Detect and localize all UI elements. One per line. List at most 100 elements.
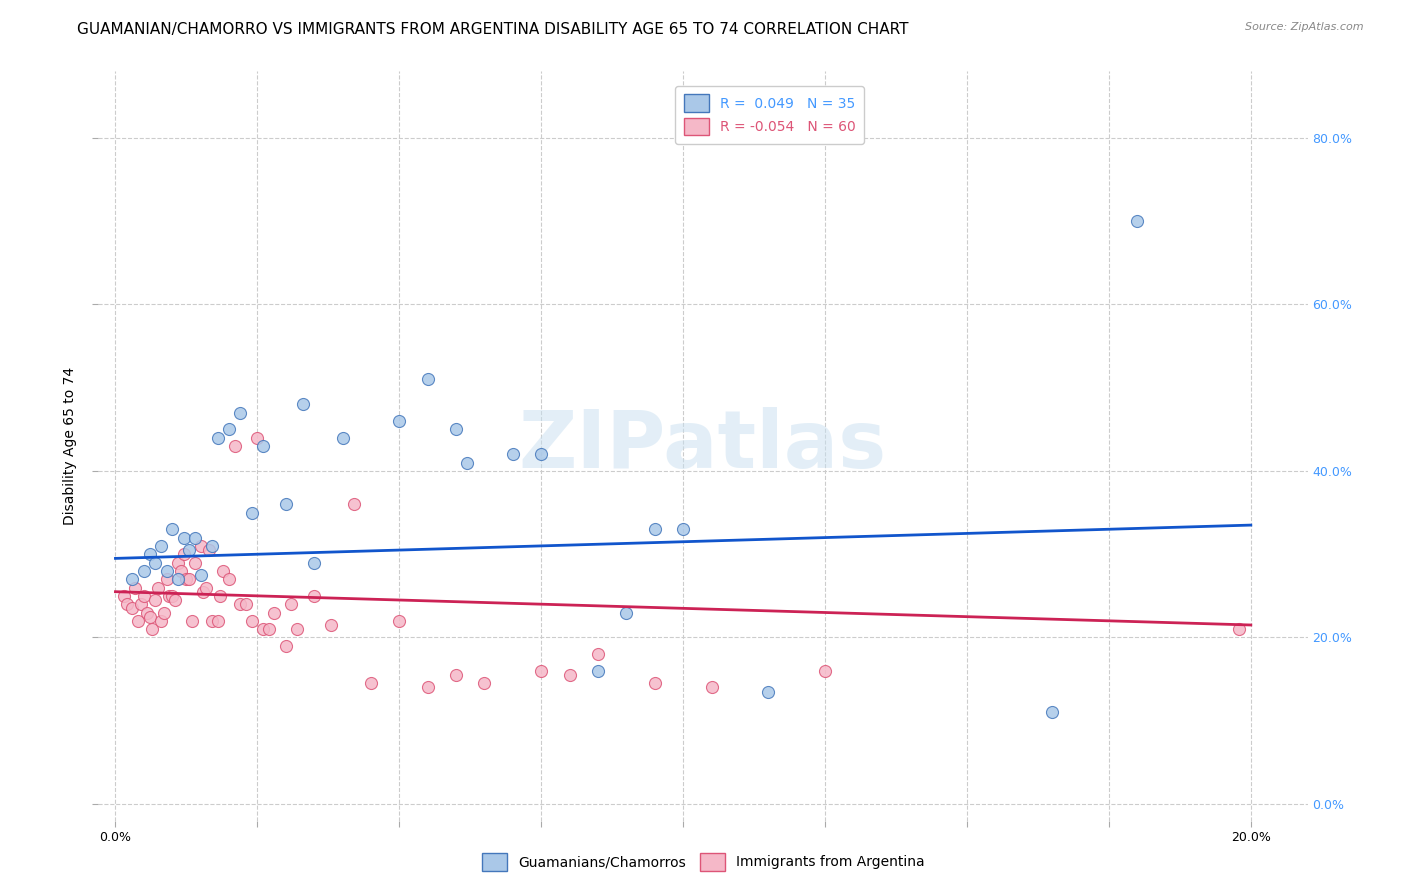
Point bbox=[173, 547, 195, 561]
Point bbox=[252, 622, 274, 636]
Text: ZIPatlas: ZIPatlas bbox=[519, 407, 887, 485]
Point bbox=[135, 606, 157, 620]
Point bbox=[152, 606, 174, 620]
Point bbox=[160, 522, 183, 536]
Point bbox=[416, 681, 439, 695]
Text: Source: ZipAtlas.com: Source: ZipAtlas.com bbox=[1246, 22, 1364, 32]
Point bbox=[1126, 214, 1149, 228]
Point bbox=[124, 581, 146, 595]
Point bbox=[302, 589, 325, 603]
Point bbox=[201, 539, 224, 553]
Point bbox=[321, 618, 343, 632]
Point bbox=[195, 581, 218, 595]
Point bbox=[229, 597, 252, 611]
Point bbox=[343, 497, 366, 511]
Point bbox=[644, 522, 666, 536]
Point bbox=[207, 431, 229, 445]
Point bbox=[121, 572, 143, 586]
Point bbox=[530, 447, 553, 461]
Point bbox=[700, 681, 723, 695]
Point bbox=[332, 431, 354, 445]
Point bbox=[190, 539, 212, 553]
Point bbox=[121, 601, 143, 615]
Point bbox=[167, 556, 190, 570]
Point bbox=[193, 584, 215, 599]
Point bbox=[160, 589, 183, 603]
Point bbox=[240, 614, 263, 628]
Point bbox=[132, 564, 155, 578]
Point bbox=[474, 676, 496, 690]
Point bbox=[181, 614, 204, 628]
Point bbox=[586, 664, 609, 678]
Point bbox=[184, 556, 207, 570]
Point bbox=[672, 522, 695, 536]
Point bbox=[280, 597, 302, 611]
Point bbox=[179, 543, 201, 558]
Point bbox=[155, 564, 177, 578]
Point bbox=[170, 564, 193, 578]
Point bbox=[190, 568, 212, 582]
Point bbox=[456, 456, 478, 470]
Y-axis label: Disability Age 65 to 74: Disability Age 65 to 74 bbox=[63, 367, 77, 525]
Point bbox=[291, 397, 314, 411]
Point bbox=[149, 614, 172, 628]
Legend: Guamanians/Chamorros, Immigrants from Argentina: Guamanians/Chamorros, Immigrants from Ar… bbox=[477, 847, 929, 876]
Point bbox=[218, 422, 240, 436]
Point bbox=[143, 593, 166, 607]
Text: GUAMANIAN/CHAMORRO VS IMMIGRANTS FROM ARGENTINA DISABILITY AGE 65 TO 74 CORRELAT: GUAMANIAN/CHAMORRO VS IMMIGRANTS FROM AR… bbox=[77, 22, 908, 37]
Point bbox=[586, 647, 609, 661]
Point bbox=[444, 422, 467, 436]
Point bbox=[614, 606, 637, 620]
Point bbox=[444, 668, 467, 682]
Point bbox=[129, 597, 152, 611]
Legend: R =  0.049   N = 35, R = -0.054   N = 60: R = 0.049 N = 35, R = -0.054 N = 60 bbox=[675, 86, 863, 144]
Point bbox=[229, 406, 252, 420]
Point bbox=[263, 606, 285, 620]
Point bbox=[218, 572, 240, 586]
Point bbox=[176, 572, 198, 586]
Point bbox=[167, 572, 190, 586]
Point bbox=[756, 684, 779, 698]
Point bbox=[112, 589, 135, 603]
Point bbox=[209, 589, 232, 603]
Point bbox=[157, 589, 180, 603]
Point bbox=[285, 622, 308, 636]
Point bbox=[360, 676, 382, 690]
Point bbox=[201, 614, 224, 628]
Point bbox=[257, 622, 280, 636]
Point bbox=[146, 581, 169, 595]
Point bbox=[165, 593, 187, 607]
Point bbox=[207, 614, 229, 628]
Point bbox=[155, 572, 177, 586]
Point bbox=[302, 556, 325, 570]
Point bbox=[416, 372, 439, 386]
Point bbox=[184, 531, 207, 545]
Point bbox=[644, 676, 666, 690]
Point bbox=[198, 543, 221, 558]
Point bbox=[115, 597, 138, 611]
Point bbox=[252, 439, 274, 453]
Point bbox=[240, 506, 263, 520]
Point bbox=[530, 664, 553, 678]
Point bbox=[224, 439, 246, 453]
Point bbox=[127, 614, 149, 628]
Point bbox=[138, 609, 160, 624]
Point bbox=[179, 572, 201, 586]
Point bbox=[558, 668, 581, 682]
Point bbox=[1040, 706, 1063, 720]
Point bbox=[212, 564, 235, 578]
Point bbox=[132, 589, 155, 603]
Point bbox=[149, 539, 172, 553]
Point bbox=[388, 614, 411, 628]
Point bbox=[814, 664, 837, 678]
Point bbox=[246, 431, 269, 445]
Point bbox=[274, 639, 297, 653]
Point bbox=[138, 547, 160, 561]
Point bbox=[235, 597, 257, 611]
Point bbox=[143, 556, 166, 570]
Point bbox=[173, 531, 195, 545]
Point bbox=[502, 447, 524, 461]
Point bbox=[274, 497, 297, 511]
Point bbox=[1229, 622, 1251, 636]
Point bbox=[141, 622, 163, 636]
